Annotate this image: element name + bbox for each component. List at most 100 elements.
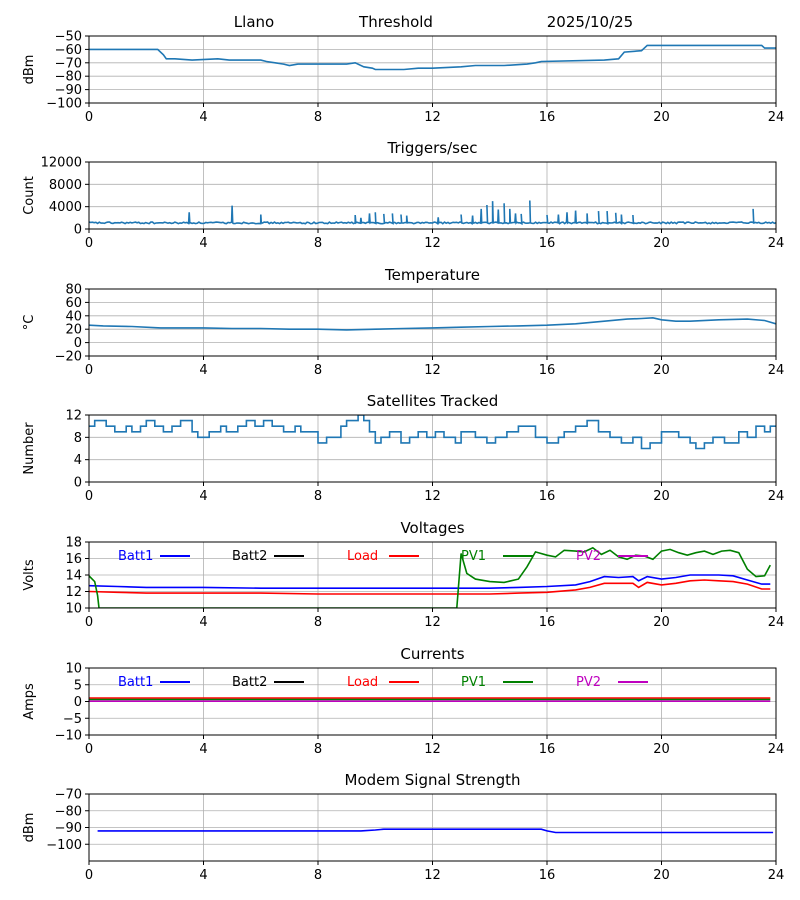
series-temperature [89,316,776,331]
x-tick-label: 16 [539,110,556,125]
chart-triggers: 0 4 8 12 16 20 24 0 4000 8000 12000 Triggers/sec Cou… [22,139,784,251]
x-tick-label: 16 [539,868,556,883]
x-tick-label: 8 [314,868,322,883]
x-tick-label: 20 [653,110,670,125]
y-tick-label: 10 [65,662,82,677]
x-tick-label: 4 [199,742,207,757]
series-modem [97,828,774,834]
x-tick-label: 8 [314,742,322,757]
y-tick-label: −90 [55,821,82,836]
y-tick-label: −10 [55,729,82,744]
x-tick-label: 24 [768,742,785,757]
x-tick-label: 12 [424,110,441,125]
y-tick-label: −80 [55,70,82,85]
y-tick-label: 0 [74,223,82,238]
series-pv1 [89,546,772,608]
legend-label: Load [347,675,378,690]
x-tick-label: 0 [85,236,93,251]
legend-label: PV2 [576,549,601,564]
x-tick-label: 24 [768,615,785,630]
series-load [89,579,771,595]
y-tick-label: −50 [55,30,82,45]
y-axis-label: Amps [22,683,37,720]
x-tick-label: 0 [85,742,93,757]
x-tick-label: 16 [539,489,556,504]
x-tick-label: 24 [768,363,785,378]
y-tick-label: −100 [46,97,82,112]
x-tick-label: 0 [85,615,93,630]
header-date: 2025/10/25 [547,13,633,31]
x-tick-label: 8 [314,236,322,251]
x-tick-label: 24 [768,110,785,125]
y-tick-label: −5 [63,712,82,727]
legend-label: PV2 [576,675,601,690]
y-tick-label: 80 [65,283,82,298]
x-tick-label: 12 [424,742,441,757]
y-tick-label: 5 [74,678,82,693]
x-tick-label: 8 [314,363,322,378]
x-tick-label: 20 [653,742,670,757]
chart-title: Temperature [384,266,480,284]
x-tick-label: 16 [539,742,556,757]
y-tick-label: 60 [65,296,82,311]
legend-label: PV1 [461,549,486,564]
x-tick-label: 4 [199,615,207,630]
chart-modem: 0 4 8 12 16 20 24 −100 −90 −80−70 Modem Signal Str… [22,771,784,883]
x-tick-label: 0 [85,868,93,883]
y-tick-label: 12 [65,585,82,600]
x-tick-label: 0 [85,110,93,125]
y-axis-label: Number [22,422,37,475]
y-tick-label: 0 [74,695,82,710]
x-tick-label: 20 [653,236,670,251]
x-tick-label: 0 [85,489,93,504]
chart-title: Triggers/sec [387,139,478,157]
x-tick-label: 4 [199,236,207,251]
chart-title: Modem Signal Strength [345,771,521,789]
y-tick-label: −20 [55,350,82,365]
x-tick-label: 20 [653,489,670,504]
x-tick-label: 12 [424,489,441,504]
y-tick-label: −90 [55,83,82,98]
series-batt1 [89,574,771,589]
header-label: Threshold [358,13,433,31]
x-tick-label: 20 [653,868,670,883]
y-tick-label: 0 [74,476,82,491]
y-tick-label: 4 [74,453,82,468]
legend-label: Batt2 [232,549,267,564]
y-tick-label: 0 [74,336,82,351]
x-tick-label: 24 [768,868,785,883]
x-tick-label: 0 [85,363,93,378]
x-tick-label: 12 [424,868,441,883]
legend-label: Batt2 [232,675,267,690]
x-tick-label: 16 [539,615,556,630]
x-tick-label: 20 [653,363,670,378]
chart-title: Voltages [400,519,464,537]
x-tick-label: 4 [199,489,207,504]
y-tick-label: 20 [65,323,82,338]
y-axis-label: dBm [22,55,37,85]
y-tick-label: 10 [65,602,82,617]
chart-title: Currents [400,645,464,663]
y-tick-label: 40 [65,309,82,324]
x-tick-label: 4 [199,868,207,883]
y-tick-label: −80 [55,804,82,819]
legend-label: Batt1 [118,549,153,564]
y-tick-label: 8 [74,431,82,446]
y-axis-label: dBm [22,813,37,843]
x-tick-label: 4 [199,363,207,378]
series-satellites [89,415,776,450]
x-tick-label: 12 [424,363,441,378]
chart-satellites: 0 4 8 12 16 20 24 0 4 8 12 Satellites Tracked Number [22,392,784,504]
legend-label: Batt1 [118,675,153,690]
x-tick-label: 16 [539,363,556,378]
x-tick-label: 24 [768,489,785,504]
y-tick-label: 16 [65,552,82,567]
x-tick-label: 12 [424,615,441,630]
series-triggers [89,200,776,226]
y-axis-label: Volts [22,559,37,591]
y-tick-label: 12 [65,409,82,424]
